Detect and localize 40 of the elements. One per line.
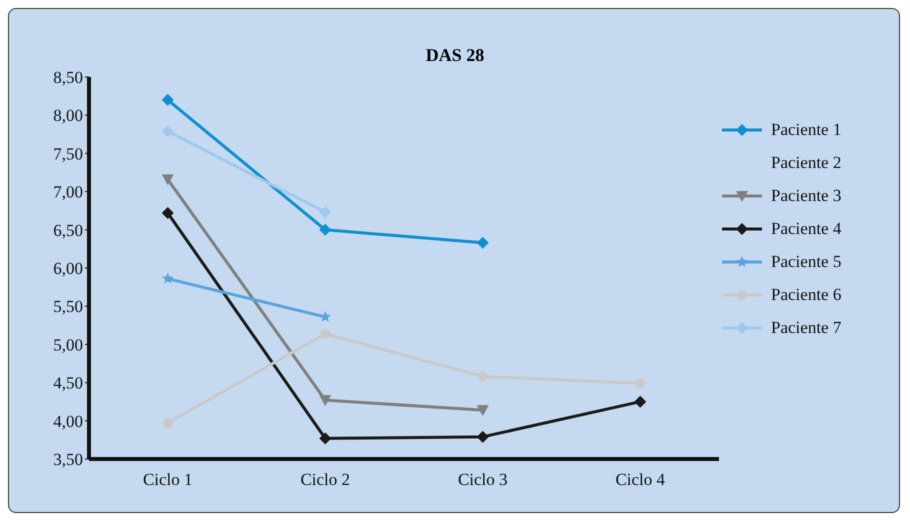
y-tick-label: 6,00: [53, 259, 83, 278]
point: [319, 395, 332, 406]
x-tick-label: Ciclo 1: [142, 470, 193, 490]
y-tick-label: 5,50: [53, 297, 83, 316]
point: [162, 94, 174, 106]
y-tick-label: 4,00: [53, 412, 83, 431]
chart-title: DAS 28: [424, 45, 486, 66]
point: [319, 206, 332, 218]
point: [162, 272, 174, 284]
point: [319, 224, 332, 236]
legend-label: Paciente 6: [771, 285, 842, 305]
y-tick-label: 7,50: [53, 144, 83, 164]
point: [476, 236, 489, 249]
legend-label: Paciente 3: [771, 186, 842, 206]
x-tick-label: Ciclo 2: [300, 470, 350, 490]
y-tick-label: 4,50: [53, 374, 83, 393]
point: [634, 396, 646, 408]
x-tick-label: Ciclo 4: [615, 470, 666, 490]
point: [478, 371, 488, 382]
x-tick-label: Ciclo 3: [458, 470, 508, 490]
legend-label: Paciente 1: [771, 120, 842, 140]
point: [162, 418, 173, 428]
point: [319, 432, 332, 444]
y-tick-label: 7,00: [53, 182, 83, 202]
y-tick-label: 5,00: [53, 335, 83, 354]
point: [476, 430, 489, 443]
point: [635, 378, 646, 388]
y-tick-label: 3,50: [53, 450, 83, 470]
legend-label: Paciente 4: [771, 219, 842, 239]
y-tick-label: 8,50: [53, 68, 83, 88]
point: [162, 206, 174, 219]
point: [162, 125, 174, 138]
point: [162, 174, 174, 186]
point: [320, 328, 330, 339]
legend-label: Paciente 7: [771, 318, 842, 338]
point: [476, 405, 489, 416]
legend-label: Paciente 5: [771, 252, 842, 272]
text: Paciente 2: [771, 153, 842, 173]
y-tick-label: 8,00: [53, 106, 83, 126]
y-tick-label: 6,50: [53, 220, 83, 240]
